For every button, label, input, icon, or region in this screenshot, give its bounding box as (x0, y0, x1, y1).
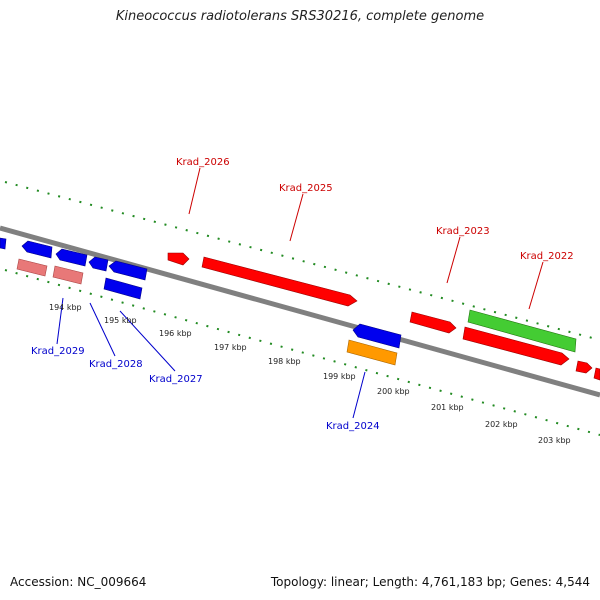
gene-krad-2023[interactable] (409, 311, 457, 334)
tick-label-203: 203 kbp (538, 436, 571, 445)
label-krad-2029[interactable]: Krad_2029 (31, 346, 85, 357)
label-krad-2024[interactable]: Krad_2024 (326, 421, 380, 432)
bottom-minor-ticks (4, 269, 600, 436)
tick-label-194: 194 kbp (49, 303, 82, 312)
map-title: Kineococcus radiotolerans SRS30216, comp… (115, 9, 485, 24)
genome-backbone (0, 225, 600, 398)
label-krad-2022[interactable]: Krad_2022 (520, 251, 574, 262)
gene-fwd-edge-2[interactable] (593, 367, 600, 381)
gene-krad-2026[interactable] (167, 252, 190, 266)
top-leaders (188, 167, 544, 310)
gene-krad-2029[interactable] (16, 258, 48, 277)
gene-krad-2027[interactable] (103, 277, 143, 300)
gene-fwd-edge-1[interactable] (575, 360, 593, 374)
label-krad-2025[interactable]: Krad_2025 (279, 183, 333, 194)
gene-krad-2022-green[interactable] (467, 309, 577, 353)
bottom-leaders (56, 297, 366, 419)
gene-krad-2024-blue[interactable] (352, 323, 402, 349)
gene-rev-c[interactable] (88, 256, 109, 272)
tick-label-200: 200 kbp (377, 387, 410, 396)
label-krad-2027[interactable]: Krad_2027 (149, 374, 203, 385)
gene-krad-2022[interactable] (462, 326, 570, 366)
tick-label-199: 199 kbp (323, 372, 356, 381)
gene-rev-a[interactable] (21, 240, 53, 259)
accession-text: Accession: NC_009664 (10, 575, 147, 589)
tick-label-196: 196 kbp (159, 329, 192, 338)
tick-label-202: 202 kbp (485, 420, 518, 429)
genome-stats-text: Topology: linear; Length: 4,761,183 bp; … (270, 575, 590, 589)
gene-rev-edge[interactable] (0, 237, 7, 250)
tick-label-195: 195 kbp (104, 316, 137, 325)
tick-label-201: 201 kbp (431, 403, 464, 412)
bottom-tick-track (4, 269, 600, 436)
label-krad-2023[interactable]: Krad_2023 (436, 226, 490, 237)
tick-label-197: 197 kbp (214, 343, 247, 352)
label-krad-2028[interactable]: Krad_2028 (89, 359, 143, 370)
gene-krad-2024[interactable] (346, 339, 398, 366)
label-krad-2026[interactable]: Krad_2026 (176, 157, 230, 168)
gene-rev-d[interactable] (108, 260, 148, 281)
gene-krad-2025[interactable] (201, 256, 358, 307)
gene-rev-b[interactable] (55, 248, 88, 267)
gene-krad-2028[interactable] (52, 265, 84, 285)
tick-label-198: 198 kbp (268, 357, 301, 366)
